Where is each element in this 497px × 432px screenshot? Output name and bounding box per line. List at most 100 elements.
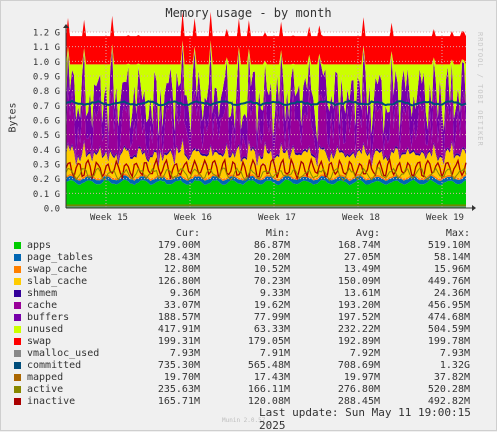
legend-max-unused: 504.59M	[427, 324, 470, 335]
legend-min-shmem: 9.33M	[259, 288, 290, 299]
x-tick-label: Week 15	[90, 213, 128, 223]
legend-header-min: Min:	[265, 228, 290, 239]
legend-min-vmalloc_used: 7.91M	[259, 348, 290, 359]
legend-min-unused: 63.33M	[253, 324, 290, 335]
legend-swatch-shmem	[14, 290, 21, 297]
x-tick-label: Week 18	[342, 213, 380, 223]
legend-label-apps: apps	[27, 240, 52, 251]
legend-label-cache: cache	[27, 300, 58, 311]
legend-cur-unused: 417.91M	[157, 324, 200, 335]
legend-avg-swap: 192.89M	[337, 336, 380, 347]
rrdtool-watermark: RRDTOOL / TOBI OETIKER	[476, 32, 484, 147]
legend-avg-inactive: 288.45M	[337, 396, 380, 407]
legend-swatch-page_tables	[14, 254, 21, 261]
y-tick-label: 0.4 G	[33, 146, 60, 156]
legend-cur-inactive: 165.71M	[157, 396, 200, 407]
legend-min-buffers: 77.99M	[253, 312, 290, 323]
x-tick-label: Week 19	[426, 213, 464, 223]
legend-cur-active: 235.63M	[157, 384, 200, 395]
legend-min-active: 166.11M	[247, 384, 290, 395]
legend-label-swap: swap	[27, 336, 52, 347]
y-tick-label: 0.1 G	[33, 190, 60, 200]
area-slab_cache	[66, 140, 466, 180]
legend-label-shmem: shmem	[27, 288, 58, 299]
legend-label-page_tables: page_tables	[27, 252, 94, 263]
legend-cur-shmem: 9.36M	[169, 288, 200, 299]
legend-min-swap_cache: 10.52M	[253, 264, 290, 275]
legend-max-page_tables: 58.14M	[433, 252, 470, 263]
y-tick-label: 0.7 G	[33, 102, 60, 112]
chart-plot: 0.0 0.1 G 0.2 G 0.3 G 0.4 G 0.5 G 0.6 G 0.7 G 0.…	[33, 11, 476, 223]
legend-swatch-slab_cache	[14, 278, 21, 285]
last-update: Last update: Sun May 11 19:00:15 2025	[259, 406, 471, 432]
legend-label-swap_cache: swap_cache	[27, 264, 88, 275]
legend-swatch-swap_cache	[14, 266, 21, 273]
legend-avg-buffers: 197.52M	[337, 312, 380, 323]
legend-swatch-inactive	[14, 398, 21, 405]
legend-min-inactive: 120.08M	[247, 396, 290, 407]
area-unused	[66, 40, 466, 143]
legend-header-max: Max:	[445, 228, 470, 239]
legend-header-avg: Avg:	[355, 228, 380, 239]
y-tick-label: 0.2 G	[33, 175, 60, 185]
line-active	[65, 167, 467, 182]
legend-label-unused: unused	[27, 324, 64, 335]
legend-min-committed: 565.48M	[247, 360, 290, 371]
x-axis-arrow	[472, 205, 476, 211]
legend-cur-swap: 199.31M	[157, 336, 200, 347]
legend-cur-vmalloc_used: 7.93M	[169, 348, 200, 359]
legend-avg-slab_cache: 150.09M	[337, 276, 380, 287]
legend-max-buffers: 474.68M	[427, 312, 470, 323]
legend-max-vmalloc_used: 7.93M	[439, 348, 470, 359]
legend-max-active: 520.28M	[427, 384, 470, 395]
legend-cur-page_tables: 28.43M	[163, 252, 200, 263]
legend-swatch-mapped	[14, 374, 21, 381]
legend-header-cur: Cur:	[175, 228, 200, 239]
legend-min-swap: 179.05M	[247, 336, 290, 347]
legend-avg-page_tables: 27.05M	[343, 252, 380, 263]
legend-avg-shmem: 13.61M	[343, 288, 380, 299]
legend-label-active: active	[27, 384, 64, 395]
y-tick-label: 0.5 G	[33, 131, 60, 141]
legend-min-cache: 19.62M	[253, 300, 290, 311]
legend-cur-apps: 179.00M	[157, 240, 200, 251]
y-tick-label: 0.8 G	[33, 87, 60, 97]
legend-swatch-committed	[14, 362, 21, 369]
legend-max-cache: 456.95M	[427, 300, 470, 311]
legend-max-mapped: 37.82M	[433, 372, 470, 383]
area-swap	[66, 11, 466, 65]
x-tick-label: Week 17	[258, 213, 296, 223]
legend-min-apps: 86.87M	[253, 240, 290, 251]
legend-swatch-vmalloc_used	[14, 350, 21, 357]
legend-avg-committed: 708.69M	[337, 360, 380, 371]
legend-cur-buffers: 188.57M	[157, 312, 200, 323]
legend-min-mapped: 17.43M	[253, 372, 290, 383]
legend-avg-cache: 193.20M	[337, 300, 380, 311]
legend-max-swap: 199.78M	[427, 336, 470, 347]
legend-cur-cache: 33.07M	[163, 300, 200, 311]
legend-max-swap_cache: 15.96M	[433, 264, 470, 275]
legend-label-committed: committed	[27, 360, 82, 371]
legend-avg-vmalloc_used: 7.92M	[349, 348, 380, 359]
y-tick-label: 0.3 G	[33, 161, 60, 171]
line-inactive	[65, 157, 467, 181]
legend-label-vmalloc_used: vmalloc_used	[27, 348, 100, 359]
legend-swatch-buffers	[14, 314, 21, 321]
legend-cur-mapped: 19.70M	[163, 372, 200, 383]
legend-avg-mapped: 19.97M	[343, 372, 380, 383]
legend-cur-slab_cache: 126.80M	[157, 276, 200, 287]
area-apps	[66, 179, 466, 208]
legend-cur-swap_cache: 12.80M	[163, 264, 200, 275]
y-tick-label: 0.9 G	[33, 73, 60, 83]
legend-avg-active: 276.80M	[337, 384, 380, 395]
legend-min-page_tables: 20.20M	[253, 252, 290, 263]
legend-max-apps: 519.10M	[427, 240, 470, 251]
legend-label-buffers: buffers	[27, 312, 70, 323]
legend-swatch-cache	[14, 302, 21, 309]
legend-max-inactive: 492.82M	[427, 396, 470, 407]
legend-avg-swap_cache: 13.49M	[343, 264, 380, 275]
legend-label-slab_cache: slab_cache	[27, 276, 88, 287]
legend-cur-committed: 735.30M	[157, 360, 200, 371]
legend-label-inactive: inactive	[27, 396, 76, 407]
legend-min-slab_cache: 70.23M	[253, 276, 290, 287]
